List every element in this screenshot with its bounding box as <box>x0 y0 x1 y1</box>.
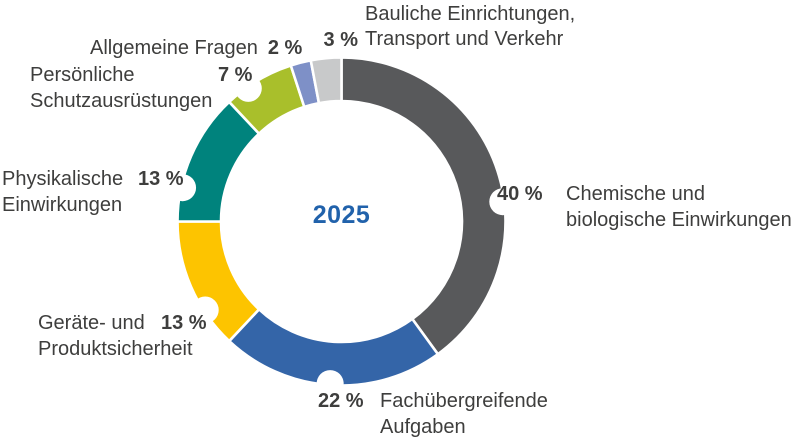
label-line: Einwirkungen <box>2 194 123 216</box>
label-line: Allgemeine Fragen <box>90 37 258 59</box>
label-bauliche-einrichtungen: Bauliche Einrichtungen, Transport und Ve… <box>365 2 575 52</box>
label-fachuebergreifende-aufgaben: Fachübergreifende Aufgaben <box>380 388 548 439</box>
donut-segment <box>309 56 343 105</box>
pct-fachuebergreifende: 22 % <box>318 390 364 412</box>
label-line: Geräte- und <box>38 312 145 334</box>
segment-notch <box>489 188 517 216</box>
label-physikalische-einwirkungen: Physikalische Einwirkungen <box>2 166 123 218</box>
label-line: Persönliche <box>30 64 135 86</box>
pct-physikalische: 13 % <box>138 168 184 190</box>
label-chemische-und-biologische-einwirkungen: Chemische und biologische Einwirkungen <box>566 181 792 233</box>
segment-notch <box>169 174 197 202</box>
pct-persoenliche: 7 % <box>218 64 253 86</box>
pct-allgemeine: 2 % <box>267 37 303 59</box>
pct-bauliche: 3 % <box>323 29 358 51</box>
label-line: Fachübergreifende <box>380 390 548 412</box>
label-line: biologische Einwirkungen <box>566 209 792 231</box>
pct-chemische: 40 % <box>497 183 543 205</box>
center-year-label: 2025 <box>312 201 371 229</box>
donut-segment <box>340 56 507 356</box>
label-line: Physikalische <box>2 168 124 190</box>
label-geraete-und-produktsicherheit: Geräte- und Produktsicherheit <box>38 310 193 362</box>
segment-notch <box>191 296 219 324</box>
label-line: Schutzausrüstungen <box>30 90 213 112</box>
label-line: Aufgaben <box>380 416 466 438</box>
pct-geraete: 13 % <box>161 312 207 334</box>
label-line: Bauliche Einrichtungen, <box>365 3 576 25</box>
segment-notch <box>316 370 344 398</box>
label-line: Transport und Verkehr <box>365 28 564 50</box>
segment-notch <box>234 74 262 102</box>
label-persoenliche-schutzausruestungen: Persönliche Schutzausrüstungen <box>30 62 212 114</box>
label-line: Chemische und <box>566 183 705 205</box>
label-allgemeine-fragen: Allgemeine Fragen 2 % <box>90 35 302 61</box>
label-line: Produktsicherheit <box>38 338 193 360</box>
